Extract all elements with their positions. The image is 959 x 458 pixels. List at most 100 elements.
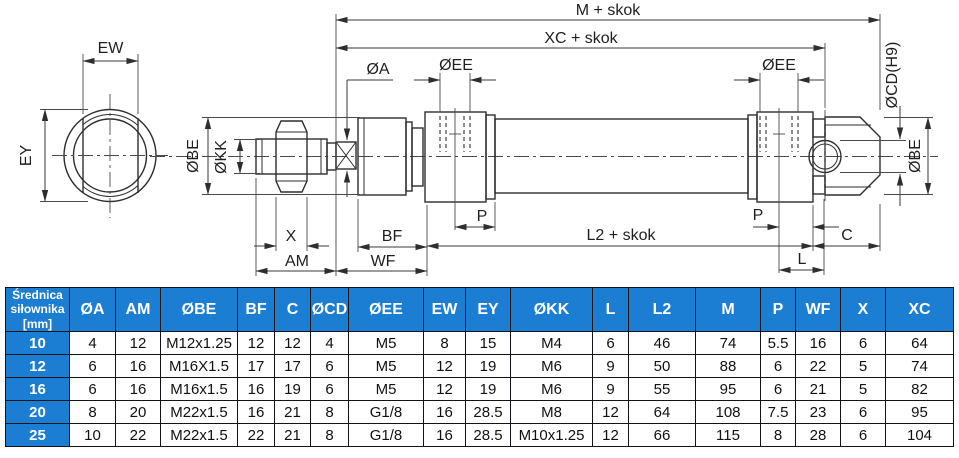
dim-label-ey: EY — [18, 145, 35, 167]
table-row: 20 8 20 M22x1.5 16 21 8 G1/8 16 28.5 M8 12 64 108 7.5 2… — [5, 400, 954, 425]
col-header: AM — [115, 286, 161, 333]
row-header-bore: 10 — [5, 331, 70, 356]
col-header: P — [760, 286, 796, 333]
table-cell: 8 — [69, 400, 116, 425]
table-cell: 19 — [465, 377, 511, 402]
dim-label-dia-a: ØA — [366, 61, 389, 78]
dim-label-l2-skok: L2 + skok — [587, 227, 657, 244]
dim-label-dia-be-right: ØBE — [907, 139, 924, 173]
dim-label-xc-skok: XC + skok — [544, 30, 618, 47]
dimensions: M + skok XC + skok ØA ØEE ØEE — [185, 2, 933, 276]
dim-label-dia-cd: ØCD(H9) — [884, 42, 901, 109]
col-header: M — [695, 286, 761, 333]
dim-label-dia-kk: ØKK — [213, 140, 230, 174]
table-cell: 55 — [628, 377, 696, 402]
table-row: 16 6 16 M16x1.5 16 19 6 M5 12 19 M6 9 55 95 6 21 5 82 — [5, 377, 954, 402]
table-cell: 8 — [760, 423, 796, 448]
table-cell: 21 — [274, 400, 311, 425]
dim-label-dia-ee-rear: ØEE — [762, 57, 796, 74]
dim-label-dia-ee-front: ØEE — [439, 57, 473, 74]
col-header: WF — [795, 286, 841, 333]
table-cell: 5 — [840, 354, 886, 379]
table-cell: 16 — [795, 331, 841, 356]
table-row: 10 4 12 M12x1.25 12 12 4 M5 8 15 M4 6 46 74 5.5 16 6 64 — [5, 331, 954, 356]
col-header: BF — [237, 286, 275, 333]
end-view: EW EY — [18, 40, 168, 218]
dim-label-bf: BF — [382, 228, 403, 245]
table-cell: 21 — [274, 423, 311, 448]
table-cell: M4 — [510, 331, 593, 356]
table-cell: 5 — [840, 377, 886, 402]
table-cell: 12 — [115, 331, 161, 356]
dim-label-x: X — [286, 228, 297, 245]
table-cell: 74 — [695, 331, 761, 356]
table-cell: 16 — [115, 377, 161, 402]
dim-label-m-skok: M + skok — [576, 2, 641, 19]
table-cell: 12 — [274, 331, 311, 356]
spec-table-container: Średnica siłownika [mm] ØA AM ØBE BF C ØCD ØEE EW E… — [5, 286, 954, 448]
col-header: ØKK — [510, 286, 593, 333]
table-cell: M6 — [510, 377, 593, 402]
table-cell: 12 — [592, 400, 629, 425]
table-cell: 9 — [592, 354, 629, 379]
table-body: 10 4 12 M12x1.25 12 12 4 M5 8 15 M4 6 46 74 5.5 16 6 64 12… — [5, 331, 954, 448]
table-cell: 7.5 — [760, 400, 796, 425]
table-cell: 28.5 — [465, 400, 511, 425]
table-cell: 104 — [885, 423, 954, 448]
col-header: L — [592, 286, 629, 333]
table-cell: 15 — [465, 331, 511, 356]
table-cell: 6 — [840, 331, 886, 356]
table-cell: 50 — [628, 354, 696, 379]
table-cell: 6 — [69, 377, 116, 402]
table-cell: 6 — [840, 423, 886, 448]
table-cell: 17 — [237, 354, 275, 379]
table-cell: M6 — [510, 354, 593, 379]
table-cell: 66 — [628, 423, 696, 448]
technical-drawing: EW EY — [18, 2, 938, 276]
table-cell: 6 — [760, 354, 796, 379]
col-header: ØCD — [310, 286, 349, 333]
table-cell: M16X1.5 — [160, 354, 238, 379]
col-header: C — [274, 286, 311, 333]
table-cell: 64 — [628, 400, 696, 425]
table-cell: M5 — [348, 331, 424, 356]
table-cell: M8 — [510, 400, 593, 425]
table-cell: 4 — [69, 331, 116, 356]
table-cell: 8 — [310, 400, 349, 425]
table-cell: 22 — [795, 354, 841, 379]
table-cell: M10x1.25 — [510, 423, 593, 448]
table-cell: 46 — [628, 331, 696, 356]
table-cell: 5.5 — [760, 331, 796, 356]
side-view — [150, 108, 938, 273]
table-cell: 82 — [885, 377, 954, 402]
table-cell: 6 — [310, 354, 349, 379]
dim-label-l: L — [798, 251, 807, 268]
table-cell: M22x1.5 — [160, 400, 238, 425]
table-row: 12 6 16 M16X1.5 17 17 6 M5 12 19 M6 9 50 88 6 22 5 74 — [5, 354, 954, 379]
table-cell: 20 — [115, 400, 161, 425]
table-cell: G1/8 — [348, 400, 424, 425]
table-cell: M12x1.25 — [160, 331, 238, 356]
col-header: XC — [885, 286, 954, 333]
table-cell: M22x1.5 — [160, 423, 238, 448]
row-header-bore: 16 — [5, 377, 70, 402]
col-header: EW — [423, 286, 466, 333]
dim-label-am: AM — [285, 253, 309, 270]
table-cell: 64 — [885, 331, 954, 356]
dim-label-c: C — [841, 227, 853, 244]
table-cell: 16 — [423, 423, 466, 448]
table-cell: 22 — [237, 423, 275, 448]
col-header: X — [840, 286, 886, 333]
table-cell: 115 — [695, 423, 761, 448]
table-cell: 95 — [885, 400, 954, 425]
row-header-bore: 12 — [5, 354, 70, 379]
dim-label-wf: WF — [371, 253, 396, 270]
table-cell: 28 — [795, 423, 841, 448]
table-cell: 12 — [592, 423, 629, 448]
table-cell: 16 — [237, 377, 275, 402]
dim-label-p-rear: P — [753, 207, 764, 224]
table-cell: 6 — [760, 377, 796, 402]
table-cell: 9 — [592, 377, 629, 402]
table-cell: 8 — [423, 331, 466, 356]
